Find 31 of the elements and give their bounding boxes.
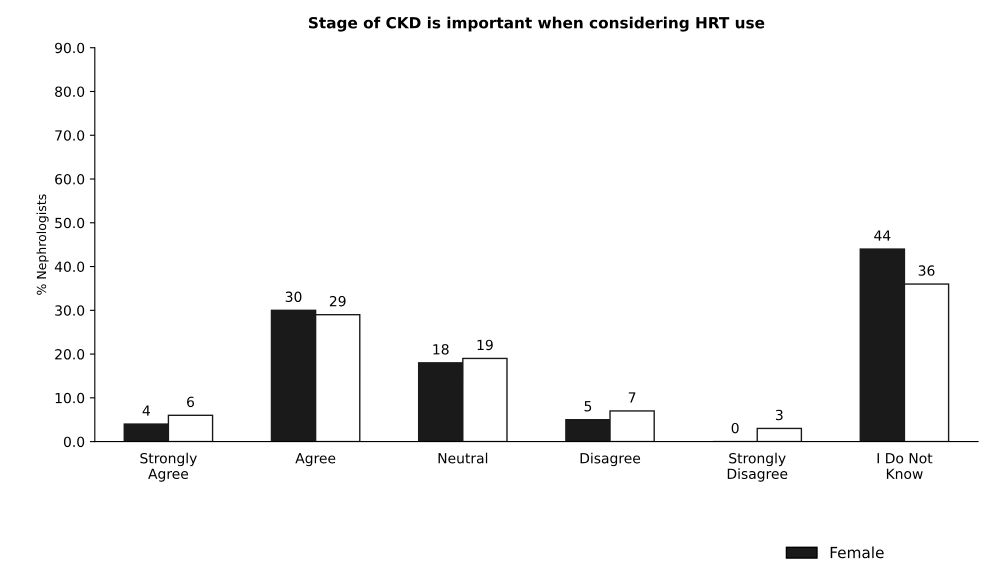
data-label: 0: [732, 422, 739, 434]
y-tick-label: 30.0: [55, 305, 84, 316]
y-tick-label: 0.0: [64, 436, 84, 448]
y-tick-label: 40.0: [54, 262, 84, 272]
legend-label: Female: [830, 546, 884, 558]
data-label: 3: [776, 410, 783, 420]
y-tick-label: 90.0: [55, 42, 84, 54]
y-tick-label: 10.0: [56, 392, 84, 404]
y-tick-label: 80.0: [55, 86, 84, 97]
data-label: 18: [433, 344, 449, 355]
data-label: 5: [584, 401, 592, 412]
y-tick-label: 50.0: [55, 218, 84, 228]
chart-title: Stage of CKD is important when considering HRT use: [308, 16, 764, 32]
data-label: 29: [330, 296, 346, 306]
data-label: 7: [628, 392, 636, 403]
data-label: 19: [478, 340, 493, 350]
x-tick-label: Strongly Agree: [140, 452, 197, 482]
data-label: 30: [286, 292, 302, 302]
data-label: 36: [918, 265, 934, 276]
data-label: 4: [142, 406, 150, 416]
y-tick-label: 20.0: [55, 349, 84, 360]
y-tick-label: 70.0: [55, 130, 84, 141]
x-tick-label: Disagree: [580, 452, 640, 466]
x-tick-label: I Do Not Know: [878, 453, 932, 480]
x-tick-label: Neutral: [438, 452, 488, 464]
y-tick-label: 60.0: [55, 174, 84, 184]
data-label: 44: [874, 230, 890, 241]
y-axis-title: % Nephrologists: [36, 194, 49, 295]
data-label: 6: [187, 396, 194, 408]
x-tick-label: Strongly Disagree: [728, 452, 788, 482]
x-tick-label: Agree: [295, 453, 336, 466]
